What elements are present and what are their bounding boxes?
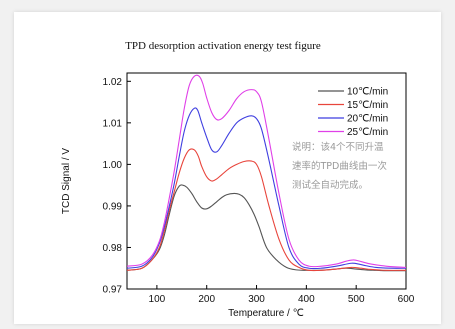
chart-card: TPD desorption activation energy test fi… <box>14 12 441 324</box>
y-tick-label: 1.01 <box>103 118 123 129</box>
y-tick-label: 1.00 <box>103 160 123 171</box>
x-tick-label: 400 <box>298 294 315 305</box>
y-axis-label: TCD Signal / V <box>61 148 72 214</box>
x-axis-ticks: 100 200 300 400 500 600 <box>149 285 415 305</box>
x-tick-label: 200 <box>198 294 215 305</box>
legend-label: 15℃/min <box>347 100 388 111</box>
legend-label: 25℃/min <box>347 127 388 138</box>
chart-svg: TPD desorption activation energy test fi… <box>61 40 415 319</box>
annotation-line: 测试全自动完成。 <box>292 179 368 191</box>
legend-label: 20℃/min <box>347 114 388 125</box>
chart-title: TPD desorption activation energy test fi… <box>125 40 321 52</box>
x-tick-label: 500 <box>348 294 365 305</box>
y-tick-label: 0.97 <box>103 285 123 296</box>
series-line-2 <box>126 148 407 272</box>
x-tick-label: 300 <box>248 294 265 305</box>
annotation-line: 速率的TPD曲线由一次 <box>292 160 387 172</box>
x-axis-label: Temperature / ℃ <box>228 308 304 319</box>
y-tick-label: 0.99 <box>103 201 123 212</box>
legend: 10℃/min 15℃/min 20℃/min 25℃/min <box>318 87 388 138</box>
series-line-4 <box>126 74 407 268</box>
legend-label: 10℃/min <box>347 87 388 98</box>
series-line-3 <box>126 107 407 270</box>
y-axis-ticks: 0.97 0.98 0.99 1.00 1.01 1.02 <box>103 77 131 296</box>
plot-frame <box>126 72 407 290</box>
y-tick-label: 0.98 <box>103 243 123 254</box>
series-lines <box>126 74 407 272</box>
annotation-line: 说明：该4个不同升温 <box>292 141 384 153</box>
y-tick-label: 1.02 <box>103 77 123 88</box>
x-tick-label: 600 <box>398 294 415 305</box>
x-tick-label: 100 <box>149 294 166 305</box>
